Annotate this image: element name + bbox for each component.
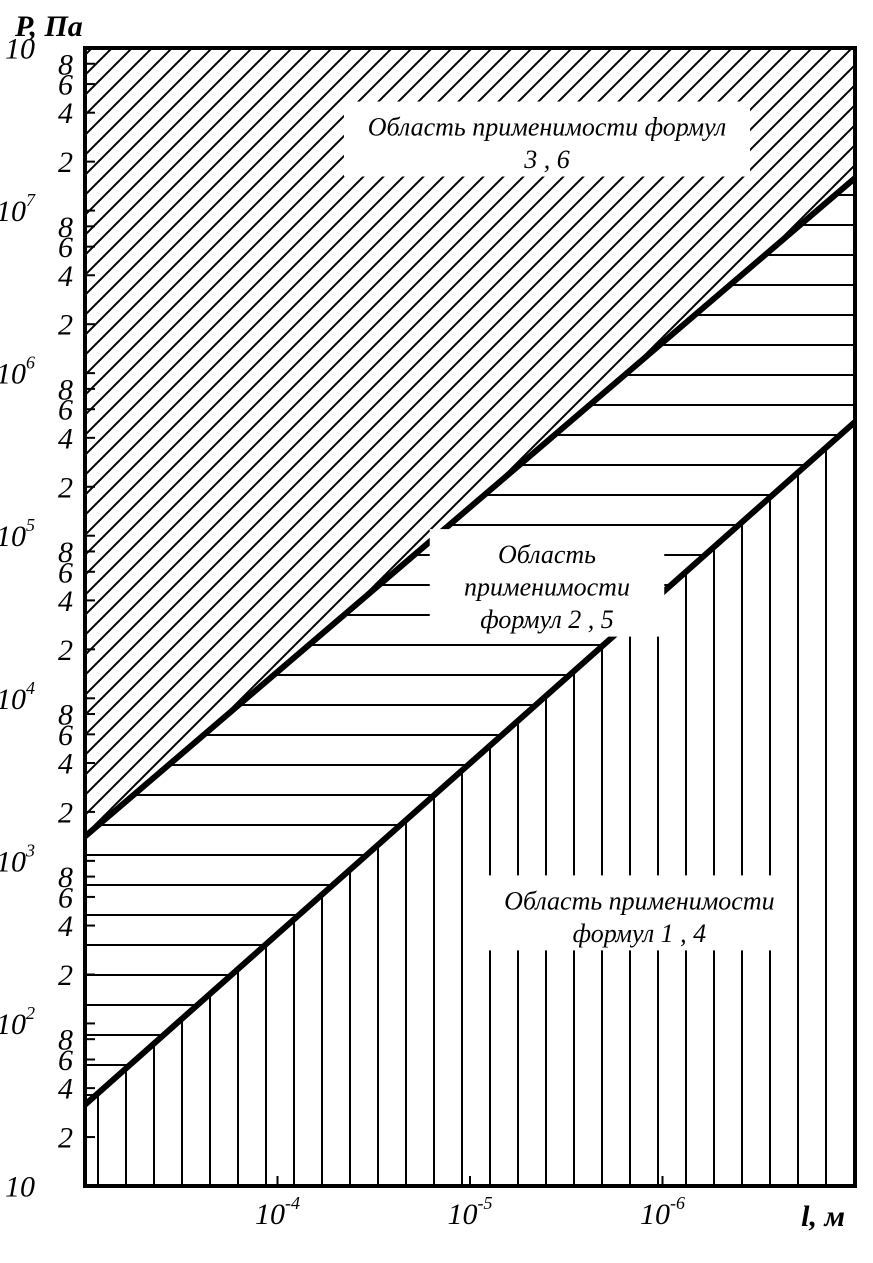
y-subtick-label: 4 <box>58 910 73 943</box>
y-tick-label: 10 <box>5 1171 35 1204</box>
y-subtick-label: 2 <box>58 959 73 992</box>
y-tick-label: 107 <box>0 190 36 228</box>
y-tick-label: 105 <box>0 515 35 553</box>
region-label: 3 , 6 <box>523 145 570 174</box>
y-subtick-label: 8 <box>58 536 73 569</box>
y-subtick-label: 4 <box>58 260 73 293</box>
region-label: формул 1 , 4 <box>573 919 707 948</box>
y-subtick-label: 2 <box>58 796 73 829</box>
x-axis-title: l, м <box>801 1200 845 1233</box>
region-label: Область применимости <box>504 886 774 915</box>
y-subtick-label: 4 <box>58 422 73 455</box>
region-label: Область применимости формул <box>368 113 727 142</box>
y-subtick-label: 4 <box>58 585 73 618</box>
plot-area: Область применимости формул 3 , 6 Область п… <box>85 48 855 1186</box>
y-subtick-label: 4 <box>58 97 73 130</box>
y-subtick-label: 2 <box>58 471 73 504</box>
y-subtick-label: 8 <box>58 1024 73 1057</box>
y-tick-label: 102 <box>0 1003 35 1041</box>
y-subtick-label: 8 <box>58 699 73 732</box>
y-subtick-label: 4 <box>58 747 73 780</box>
y-subtick-label: 8 <box>58 861 73 894</box>
y-subtick-label: 8 <box>58 48 73 81</box>
y-subtick-label: 8 <box>58 211 73 244</box>
x-tick-label: 10-4 <box>255 1193 300 1231</box>
region-label: Область <box>498 540 596 569</box>
y-subtick-label: 2 <box>58 309 73 342</box>
applicability-chart: Область применимости формул 3 , 6 Область п… <box>0 0 873 1263</box>
y-subtick-label: 8 <box>58 373 73 406</box>
x-tick-label: 10-6 <box>640 1193 685 1231</box>
region-label: применимости <box>464 573 630 602</box>
y-tick-label: 103 <box>0 840 35 878</box>
y-tick-label: 106 <box>0 353 35 391</box>
y-subtick-label: 2 <box>58 146 73 179</box>
x-tick-label: 10-5 <box>448 1193 493 1231</box>
region-label: формул 2 , 5 <box>480 605 614 634</box>
y-subtick-label: 2 <box>58 1122 73 1155</box>
y-subtick-label: 2 <box>58 634 73 667</box>
y-tick-label: 104 <box>0 678 35 716</box>
y-subtick-label: 4 <box>58 1073 73 1106</box>
y-axis-title: P, Па <box>14 10 83 43</box>
